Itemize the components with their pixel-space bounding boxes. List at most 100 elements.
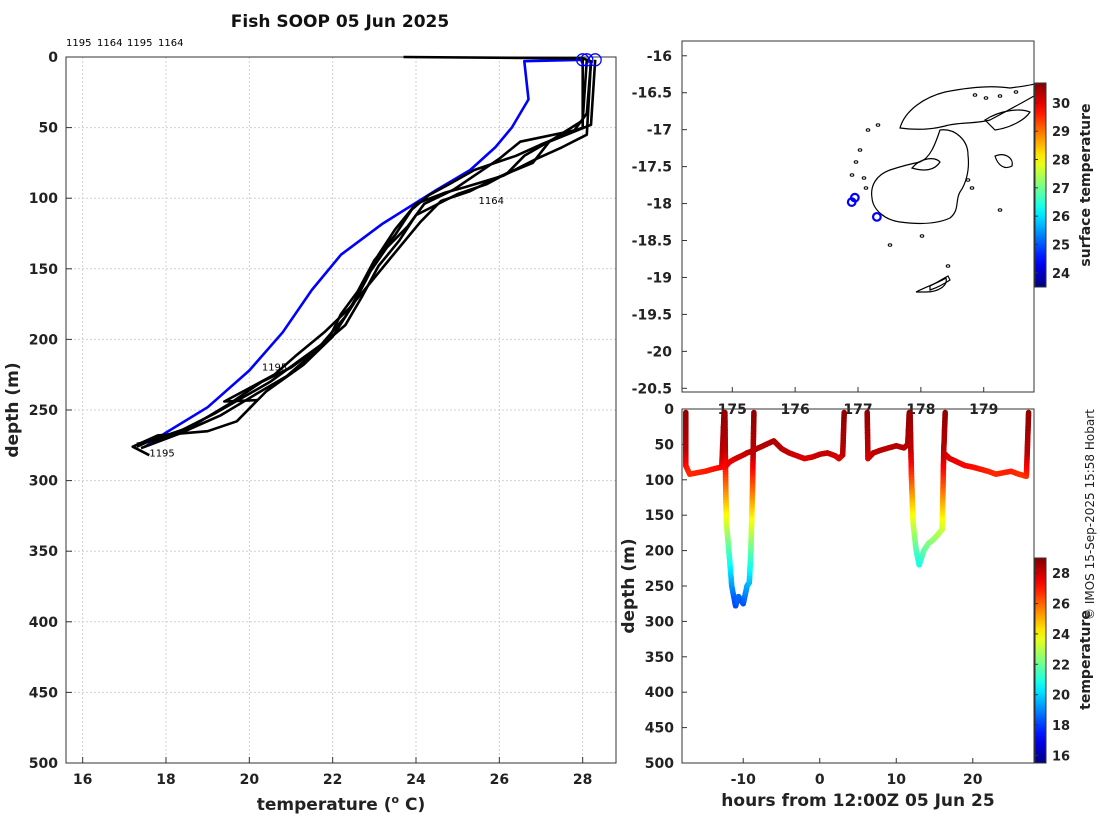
transect-y-tick-label: 300 <box>645 614 674 630</box>
transect-y-tick-label: 100 <box>645 473 674 489</box>
plot-frame <box>65 56 617 764</box>
island <box>849 173 855 177</box>
island <box>997 94 1003 98</box>
profile-annotation: 1164 <box>479 196 504 207</box>
series-profile-4 <box>136 59 584 446</box>
map-x-tick-label: 179 <box>969 402 998 418</box>
colorbar-tick-label: 30 <box>1052 97 1070 112</box>
transect-x-tick-label: 10 <box>887 772 907 788</box>
map-y-tick-label: -19 <box>647 270 672 286</box>
island <box>875 123 881 127</box>
island <box>857 148 863 152</box>
ship-position-marker <box>871 211 882 222</box>
map-frame <box>681 40 1035 393</box>
colorbar-tick-label: 25 <box>1052 239 1070 254</box>
transect-chart: 0 50 100 150 200 250 300 350 400 450 500 -10 0 10 20 ho… <box>619 402 1094 811</box>
series-profile-3 <box>223 59 597 403</box>
transect-x-tick-label: 0 <box>815 772 825 788</box>
y-tick-label: 350 <box>29 544 58 560</box>
map-y-tick-label: -16 <box>647 49 672 65</box>
y-tick-label: 300 <box>29 474 58 490</box>
profile-annotation: 1195 <box>262 362 287 373</box>
colorbar-tick-label: 27 <box>1052 182 1070 197</box>
map-y-tick-label: -18.5 <box>632 234 672 250</box>
colorbar-tick-label: 24 <box>1052 628 1070 643</box>
y-tick-label: 400 <box>29 615 58 631</box>
transect-y-tick-label: 350 <box>645 650 674 666</box>
colorbar-tick-label: 26 <box>1052 598 1070 613</box>
island <box>853 160 859 164</box>
colorbar-tick-label: 29 <box>1052 125 1070 140</box>
map-x-tick-label: 176 <box>781 402 810 418</box>
x-tick-label: 24 <box>406 772 426 788</box>
transect-y-tick-label: 250 <box>645 579 674 595</box>
temperature-colorbar <box>1034 557 1047 764</box>
transect-y-tick-label: 500 <box>645 756 674 772</box>
transect-y-tick-label: 150 <box>645 508 674 524</box>
colorbar-tick-label: 22 <box>1052 658 1070 673</box>
island <box>919 234 925 238</box>
coastline <box>871 129 970 225</box>
coastline <box>929 275 951 291</box>
y-tick-label: 500 <box>29 756 58 772</box>
surface-temp-colorbar <box>1034 82 1047 288</box>
profile-annotation: 1195 <box>149 449 174 460</box>
series-profile-1 <box>131 55 593 457</box>
surface-marker <box>580 53 594 67</box>
ship-position-marker <box>849 192 860 203</box>
map-y-tick-label: -18 <box>647 197 672 213</box>
island <box>969 186 975 190</box>
series-climatology <box>144 58 583 448</box>
x-tick-label: 28 <box>573 772 592 788</box>
surface-temp-colorbar-label: surface temperature <box>1078 103 1094 266</box>
colorbar-tick-label: 28 <box>1052 567 1070 582</box>
map-y-tick-label: -16.5 <box>632 86 672 102</box>
colorbar-tick-label: 18 <box>1052 719 1070 734</box>
y-tick-label: 150 <box>29 262 58 278</box>
top-id-label: 1164 <box>97 38 122 49</box>
series-profile-5 <box>140 61 593 450</box>
x-tick-label: 18 <box>156 772 175 788</box>
x-tick-label: 22 <box>323 772 342 788</box>
x-tick-label: 26 <box>490 772 509 788</box>
island <box>865 128 871 132</box>
y-axis-label: depth (m) <box>3 362 23 457</box>
y-tick-label: 50 <box>39 121 59 137</box>
coastline <box>899 83 1035 130</box>
map-y-tick-label: -20.5 <box>632 381 672 397</box>
profile-chart: 16 18 20 22 24 26 28 0 50 100 150 200 250 300 350 400 45… <box>3 38 617 815</box>
coastline <box>915 277 947 293</box>
x-tick-label: 16 <box>73 772 92 788</box>
coastline <box>994 154 1013 169</box>
transect-y-tick-label: 400 <box>645 685 674 701</box>
y-tick-label: 0 <box>48 50 58 66</box>
series-profile-2 <box>136 59 589 448</box>
island <box>945 264 951 268</box>
transect-y-tick-label: 450 <box>645 721 674 737</box>
surface-marker <box>588 53 602 67</box>
coastline <box>984 109 1031 131</box>
island <box>965 178 971 182</box>
map-y-tick-label: -17 <box>647 123 672 139</box>
coastline <box>910 158 941 171</box>
island <box>983 96 989 100</box>
island <box>887 243 893 247</box>
top-id-label: 1195 <box>66 38 91 49</box>
map-chart: -16 -16.5 -17 -17.5 -18 -18.5 -19 -19.5 -20 -20.5… <box>632 40 1094 418</box>
colorbar-tick-label: 26 <box>1052 210 1070 225</box>
colorbar-tick-label: 20 <box>1052 689 1070 704</box>
map-y-tick-label: -17.5 <box>632 160 672 176</box>
colorbar-tick-label: 28 <box>1052 154 1070 169</box>
y-tick-label: 200 <box>29 332 58 348</box>
x-axis-label: temperature (o C) <box>257 793 426 815</box>
island <box>863 186 869 190</box>
transect-y-tick-label: 50 <box>655 437 675 453</box>
transect-frame <box>681 408 1035 764</box>
island <box>861 176 867 180</box>
island <box>972 93 978 97</box>
transect-x-axis-label: hours from 12:00Z 05 Jun 25 <box>721 791 994 811</box>
colorbar-tick-label: 16 <box>1052 749 1070 764</box>
transect-y-tick-label: 200 <box>645 544 674 560</box>
imos-credit: © IMOS 15-Sep-2025 15:58 Hobart <box>1083 409 1097 620</box>
island <box>997 208 1003 212</box>
